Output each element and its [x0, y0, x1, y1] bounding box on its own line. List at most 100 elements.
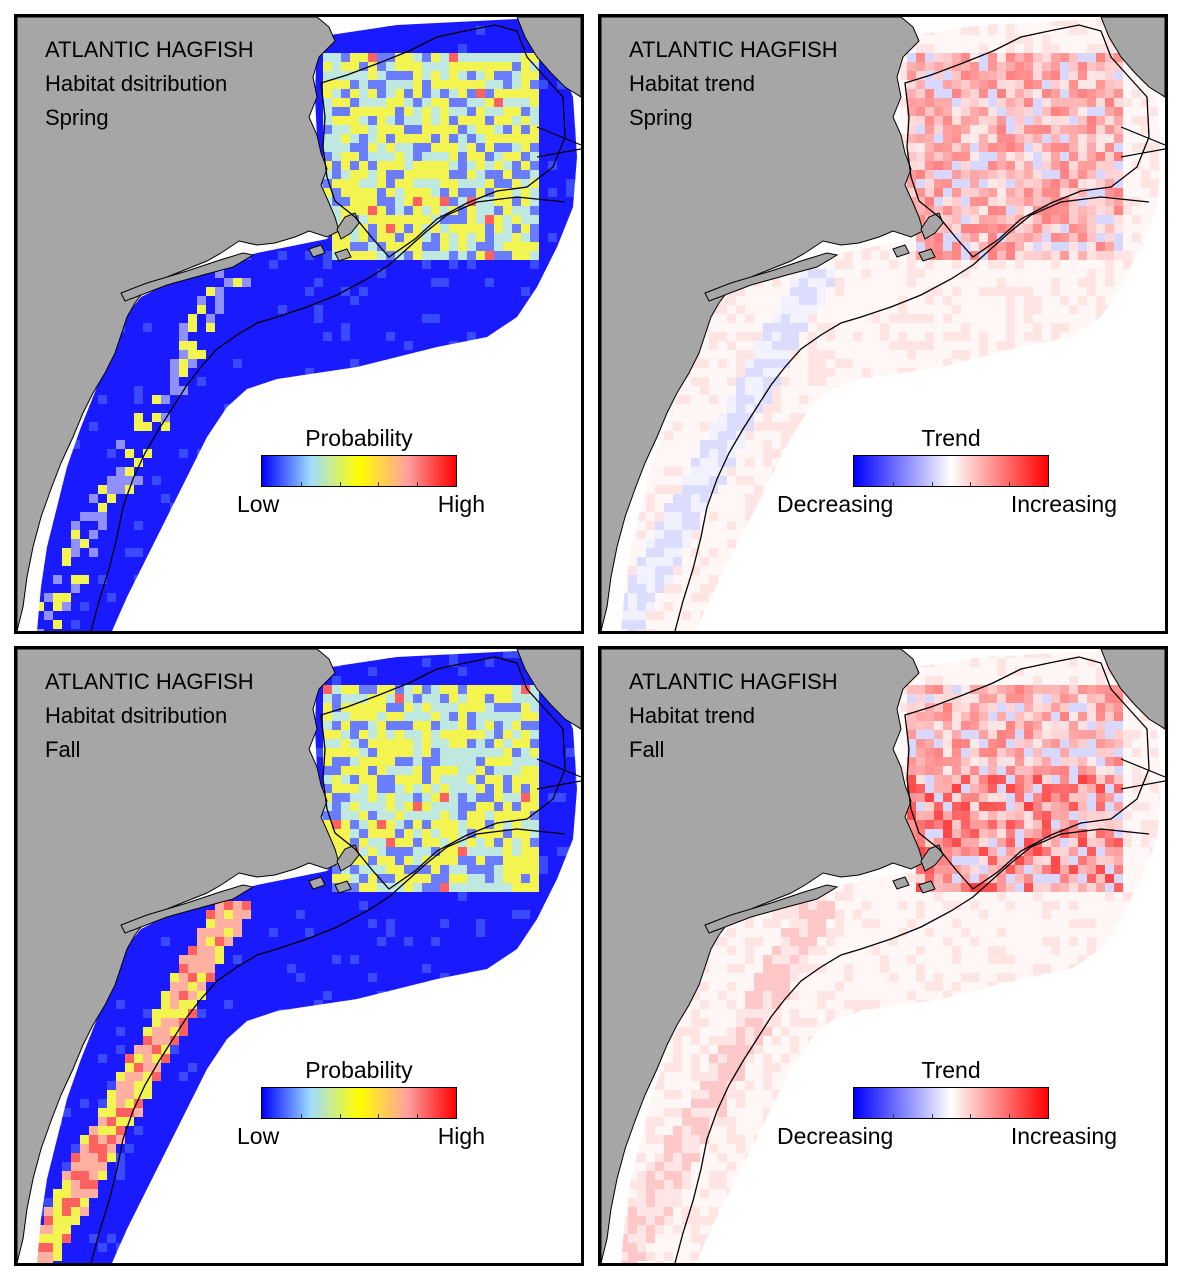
habitat-cell: [170, 314, 180, 324]
habitat-cell: [368, 314, 378, 324]
habitat-cell: [503, 611, 513, 621]
habitat-cell: [197, 332, 207, 342]
legend-tick: [378, 482, 380, 486]
habitat-cell: [161, 431, 171, 441]
legend-high-label: High: [437, 491, 485, 517]
habitat-cell: [485, 242, 495, 252]
habitat-cell: [143, 323, 153, 333]
habitat-cell: [494, 449, 504, 459]
habitat-cell: [467, 395, 477, 405]
habitat-cell: [512, 431, 522, 441]
habitat-cell: [575, 413, 577, 423]
habitat-cell: [368, 98, 378, 108]
habitat-cell: [332, 143, 342, 153]
habitat-cell: [458, 611, 468, 621]
habitat-cell: [206, 305, 216, 315]
habitat-cell: [422, 143, 432, 153]
habitat-cell: [1042, 44, 1052, 54]
habitat-cell: [449, 557, 459, 567]
habitat-cell: [413, 386, 423, 396]
habitat-cell: [134, 368, 144, 378]
habitat-cell: [323, 341, 333, 351]
habitat-cell: [386, 143, 396, 153]
habitat-cell: [296, 242, 306, 252]
habitat-cell: [557, 242, 567, 252]
habitat-cell: [305, 593, 315, 603]
habitat-cell: [413, 170, 423, 180]
habitat-cell: [53, 620, 63, 630]
habitat-cell: [485, 503, 495, 513]
habitat-cell: [440, 107, 450, 117]
habitat-cell: [422, 206, 432, 216]
habitat-cell: [916, 44, 926, 54]
habitat-cell: [332, 62, 342, 72]
habitat-cell: [1105, 44, 1115, 54]
habitat-cell: [17, 629, 27, 631]
habitat-cell: [71, 539, 81, 549]
habitat-cell: [395, 287, 405, 297]
habitat-cell: [170, 377, 180, 387]
habitat-cell: [916, 80, 926, 90]
habitat-cell: [395, 413, 405, 423]
habitat-cell: [440, 89, 450, 99]
habitat-cell: [197, 386, 207, 396]
habitat-cell: [503, 278, 513, 288]
habitat-cell: [80, 539, 90, 549]
habitat-cell: [494, 89, 504, 99]
habitat-cell: [539, 620, 549, 630]
habitat-cell: [530, 467, 540, 477]
habitat-cell: [503, 521, 513, 531]
habitat-cell: [458, 305, 468, 315]
habitat-cell: [314, 530, 324, 540]
habitat-cell: [125, 386, 135, 396]
habitat-cell: [107, 593, 117, 603]
habitat-cell: [458, 602, 468, 612]
habitat-cell: [341, 602, 351, 612]
habitat-cell: [350, 35, 360, 45]
habitat-cell: [116, 386, 126, 396]
habitat-cell: [179, 566, 189, 576]
habitat-cell: [287, 548, 297, 558]
habitat-cell: [116, 350, 126, 360]
habitat-cell: [449, 386, 459, 396]
habitat-cell: [503, 62, 513, 72]
habitat-cell: [395, 305, 405, 315]
habitat-cell: [332, 593, 342, 603]
habitat-cell: [395, 188, 405, 198]
habitat-cell: [521, 233, 531, 243]
habitat-cell: [170, 323, 180, 333]
habitat-cell: [521, 197, 531, 207]
habitat-cell: [575, 197, 577, 207]
habitat-cell: [566, 125, 576, 135]
habitat-cell: [341, 404, 351, 414]
habitat-cell: [530, 53, 540, 63]
habitat-cell: [359, 602, 369, 612]
habitat-cell: [512, 161, 522, 171]
habitat-cell: [961, 44, 971, 54]
habitat-cell: [404, 620, 414, 630]
habitat-cell: [395, 341, 405, 351]
habitat-cell: [494, 161, 504, 171]
habitat-cell: [116, 611, 126, 621]
habitat-cell: [134, 584, 144, 594]
habitat-cell: [440, 134, 450, 144]
habitat-cell: [449, 215, 459, 225]
habitat-cell: [548, 296, 558, 306]
habitat-cell: [440, 71, 450, 81]
habitat-cell: [413, 26, 423, 36]
habitat-cell: [494, 134, 504, 144]
habitat-cell: [260, 395, 270, 405]
habitat-cell: [485, 332, 495, 342]
habitat-cell: [332, 98, 342, 108]
habitat-cell: [332, 557, 342, 567]
habitat-cell: [350, 584, 360, 594]
habitat-cell: [134, 314, 144, 324]
habitat-cell: [548, 224, 558, 234]
habitat-cell: [143, 413, 153, 423]
habitat-cell: [287, 530, 297, 540]
habitat-cell: [395, 19, 405, 27]
habitat-cell: [107, 557, 117, 567]
habitat-cell: [233, 368, 243, 378]
habitat-cell: [332, 206, 342, 216]
habitat-cell: [898, 98, 908, 108]
